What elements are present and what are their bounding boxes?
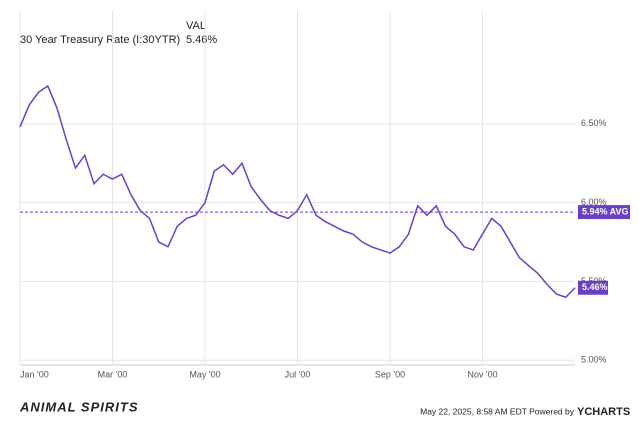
average-tag xyxy=(578,205,630,220)
y-tick-label: 6.00% xyxy=(581,197,607,207)
last-value-tag xyxy=(578,280,608,295)
header-value: 5.46% xyxy=(186,34,217,46)
x-tick-label: Jan '00 xyxy=(20,369,49,379)
line xyxy=(19,84,576,299)
logo: ANIMAL SPIRITS xyxy=(19,399,139,414)
y-tick-label: 6.50% xyxy=(581,118,607,128)
brand: YCHARTS xyxy=(577,406,630,418)
x-tick-label: Jul '00 xyxy=(285,369,311,379)
y-tick-label: 5.00% xyxy=(581,355,607,365)
x-tick-label: Sep '00 xyxy=(375,369,405,379)
x-tick-label: May '00 xyxy=(189,369,220,379)
last-value-label: 5.46% xyxy=(582,282,608,292)
series-name: 30 Year Treasury Rate (I:30YTR) xyxy=(20,34,180,46)
average-label: 5.94% AVG xyxy=(582,206,629,216)
x-tick-label: Nov '00 xyxy=(467,369,497,379)
x-tick-label: Mar '00 xyxy=(98,369,128,379)
footer: May 22, 2025, 8:58 AM EDT Powered by xyxy=(420,406,575,416)
header-label: VAL xyxy=(186,20,206,32)
